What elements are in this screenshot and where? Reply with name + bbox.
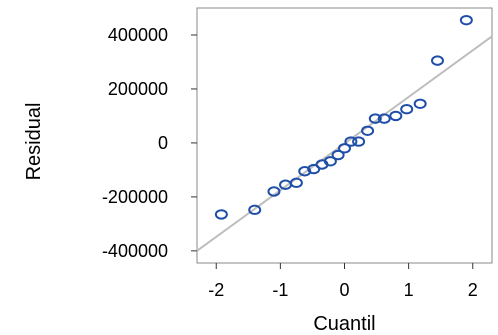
scatter-point xyxy=(248,204,262,216)
x-axis-title: Cuantil xyxy=(313,313,375,335)
x-tick-label: -1 xyxy=(272,280,288,300)
scatter-point xyxy=(323,156,337,167)
scatter-point xyxy=(298,166,312,177)
plot-border xyxy=(196,7,493,264)
x-tick-label: 1 xyxy=(404,280,414,300)
y-tick-label: -200000 xyxy=(102,187,168,207)
plot-frame xyxy=(196,7,493,264)
y-tick-label: -400000 xyxy=(102,241,168,261)
scatter-point xyxy=(338,143,351,154)
scatter-point xyxy=(459,14,473,26)
scatter-point xyxy=(361,125,375,136)
scatter-point xyxy=(430,55,444,66)
x-tick-label: 0 xyxy=(339,280,349,300)
x-tick-label: 2 xyxy=(468,280,478,300)
scatter-point xyxy=(368,113,382,124)
scatter-point xyxy=(344,136,358,147)
scatter-point xyxy=(352,136,366,147)
scatter-point xyxy=(289,177,303,189)
scatter-point xyxy=(214,209,228,220)
y-axis-title: Residual xyxy=(23,103,45,181)
scatter-point xyxy=(377,113,391,124)
axes: -400000 -200000 0 200000 400000 -2 -1 0 1 2 xyxy=(102,25,478,300)
scatter-point xyxy=(389,110,403,122)
y-tick-label: 400000 xyxy=(108,25,168,45)
scatter-point xyxy=(400,103,414,115)
y-tick-label: 0 xyxy=(158,133,168,153)
x-tick-label: -2 xyxy=(208,280,224,300)
scatter-point xyxy=(267,186,281,197)
points-layer xyxy=(214,14,473,220)
scatter-point xyxy=(413,98,427,109)
y-tick-label: 200000 xyxy=(108,79,168,99)
scatter-point xyxy=(331,149,345,161)
